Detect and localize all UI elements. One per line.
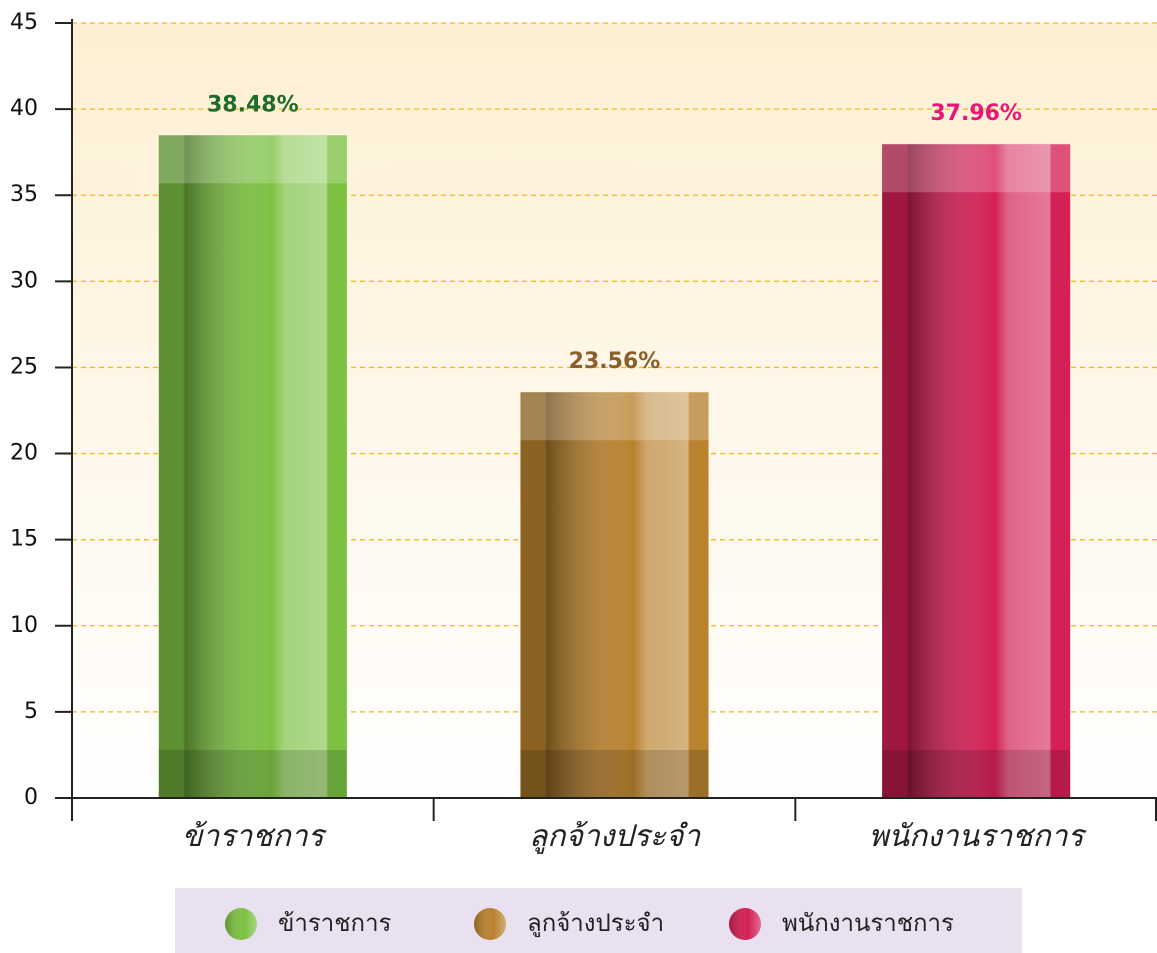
x-tick-label: พนักงานราชการ (869, 819, 1088, 854)
y-tick-label: 35 (10, 182, 38, 207)
y-tick-label: 10 (10, 613, 38, 638)
x-tick-label: ข้าราชการ (182, 819, 328, 854)
y-tick-label: 0 (24, 785, 38, 810)
x-tick-label: ลูกจ้างประจำ (529, 819, 701, 854)
legend-label: ลูกจ้างประจำ (527, 909, 664, 938)
legend-swatch-shade (474, 908, 506, 940)
bar-shade (882, 144, 1071, 798)
y-tick-label: 45 (10, 10, 38, 35)
value-label: 37.96% (930, 101, 1022, 126)
bar-shade (158, 135, 347, 799)
y-tick-label: 15 (10, 527, 38, 552)
bar-base (520, 750, 709, 798)
bar-cap (158, 135, 347, 184)
y-tick-label: 25 (10, 354, 38, 379)
legend-box (175, 888, 1022, 953)
y-tick-label: 30 (10, 268, 38, 293)
value-label: 38.48% (207, 92, 299, 117)
bar-cap (882, 144, 1071, 193)
legend-swatch-shade (225, 908, 257, 940)
legend-label: พนักงานราชการ (782, 909, 954, 937)
y-tick-label: 5 (24, 699, 38, 724)
bar-base (882, 750, 1071, 798)
value-label: 23.56% (569, 349, 661, 374)
legend-swatch-shade (729, 908, 761, 940)
legend-label: ข้าราชการ (278, 909, 392, 937)
bar-base (158, 750, 347, 798)
bar-cap (520, 392, 709, 441)
bar-shade (520, 392, 709, 798)
y-tick-label: 40 (10, 96, 38, 121)
y-tick-label: 20 (10, 441, 38, 466)
